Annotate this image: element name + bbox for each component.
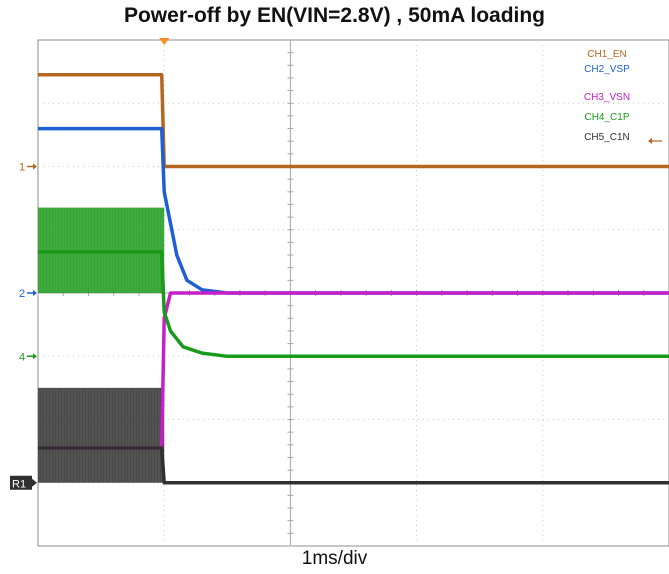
- channel-marker-label: 2: [19, 288, 25, 300]
- channel-marker-arrow-icon: [33, 163, 37, 170]
- legend-entry: CH5_C1N: [584, 132, 630, 143]
- channel-marker-label: 1: [19, 162, 25, 174]
- legend-arrow-icon: [648, 138, 652, 144]
- legend-entry: CH4_C1P: [584, 112, 629, 123]
- trigger-marker-icon: [159, 38, 170, 45]
- channel-marker-arrow-icon: [33, 290, 37, 296]
- x-axis-label: 1ms/div: [301, 548, 368, 569]
- trace-ch5-c1n: [38, 446, 669, 485]
- legend-entry: CH1_EN: [587, 49, 626, 60]
- channel-marker-arrow-icon: [33, 353, 37, 360]
- ripple-band: [38, 387, 165, 483]
- legend-entry: CH3_VSN: [584, 92, 630, 103]
- legend-entry: CH2_VSP: [584, 64, 630, 75]
- channel-marker-arrow-icon: [32, 478, 37, 487]
- channel-marker-label: 4: [19, 351, 25, 363]
- chart-title: Power-off by EN(VIN=2.8V) , 50mA loading: [123, 4, 546, 27]
- trace-ch4-c1p: [38, 250, 669, 359]
- ref-marker-box: [10, 475, 32, 490]
- channel-marker-label: R1: [12, 478, 26, 490]
- trace-ch1-en: [38, 73, 669, 169]
